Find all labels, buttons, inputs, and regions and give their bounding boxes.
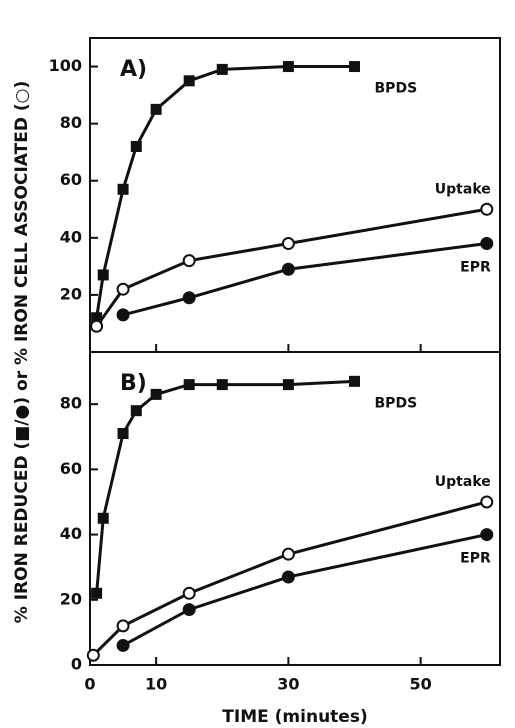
marker: [130, 405, 142, 417]
marker: [282, 379, 294, 391]
marker: [90, 319, 104, 333]
marker: [116, 619, 130, 633]
marker: [150, 103, 162, 115]
y-tick-label: 20: [60, 589, 82, 608]
y-tick-label: 40: [60, 524, 82, 543]
marker: [216, 63, 228, 75]
x-axis-label: TIME (minutes): [222, 707, 367, 727]
marker: [150, 388, 162, 400]
series-label: EPR: [460, 260, 491, 276]
x-tick-label: 30: [277, 675, 299, 694]
marker: [216, 379, 228, 391]
y-tick-label: 60: [60, 459, 82, 478]
series-label: Uptake: [435, 181, 491, 197]
marker: [281, 237, 295, 251]
series-label: EPR: [460, 551, 491, 567]
y-axis-label: % IRON REDUCED (■/●) or % IRON CELL ASSO…: [12, 81, 32, 623]
marker: [116, 638, 130, 652]
marker: [116, 282, 130, 296]
marker: [480, 237, 494, 251]
marker: [182, 586, 196, 600]
panel-label: A): [120, 57, 147, 82]
marker: [183, 379, 195, 391]
marker: [117, 428, 129, 440]
y-tick-label: 80: [60, 113, 82, 132]
marker: [480, 495, 494, 509]
y-tick-label: 60: [60, 170, 82, 189]
y-tick-label: 40: [60, 227, 82, 246]
series-line: [95, 65, 355, 318]
marker: [117, 183, 129, 195]
series-label: BPDS: [375, 81, 418, 97]
panel-label: B): [120, 371, 147, 396]
x-tick-label: 50: [410, 675, 432, 694]
marker: [281, 262, 295, 276]
series-line: [122, 533, 488, 647]
x-tick-label: 10: [145, 675, 167, 694]
series-label: Uptake: [435, 474, 491, 490]
marker: [97, 269, 109, 281]
y-tick-label: 100: [49, 56, 82, 75]
series-line: [122, 242, 487, 317]
marker: [480, 202, 494, 216]
marker: [91, 587, 103, 599]
marker: [130, 140, 142, 152]
y-tick-label: 20: [60, 284, 82, 303]
marker: [480, 528, 494, 542]
series-label: BPDS: [375, 395, 418, 411]
marker: [281, 570, 295, 584]
y-tick-label: 0: [71, 655, 82, 674]
y-tick-label: 80: [60, 394, 82, 413]
marker: [182, 603, 196, 617]
marker: [281, 547, 295, 561]
marker: [183, 75, 195, 87]
marker: [182, 291, 196, 305]
x-tick-label: 0: [84, 675, 95, 694]
marker: [91, 312, 103, 324]
marker: [86, 648, 100, 662]
marker: [349, 61, 361, 73]
marker: [97, 512, 109, 524]
marker: [182, 254, 196, 268]
marker: [282, 61, 294, 73]
marker: [116, 308, 130, 322]
marker: [349, 375, 361, 387]
